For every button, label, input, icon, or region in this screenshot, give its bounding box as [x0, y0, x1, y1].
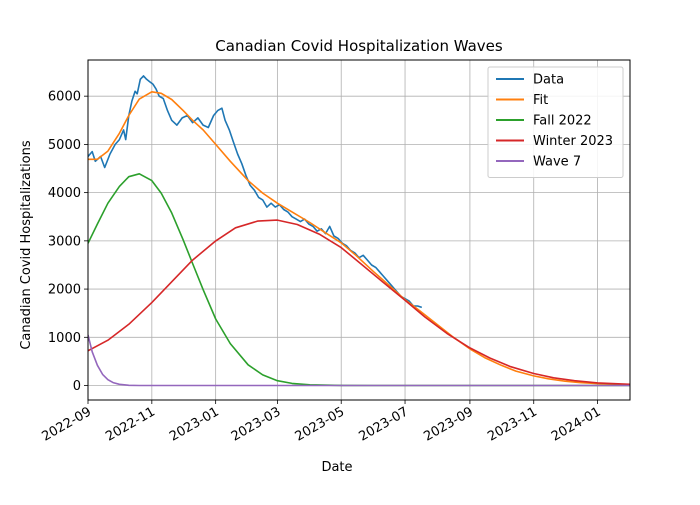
plot-lines [88, 75, 630, 387]
y-tick-label: 2000 [48, 283, 81, 298]
y-tick-label: 4000 [48, 186, 81, 201]
plot-frame [87, 59, 631, 401]
y-axis-label: Canadian Covid Hospitalizations [19, 140, 34, 350]
legend-label: Wave 7 [533, 155, 581, 170]
legend: Data Fit Fall 2022 Winter 2023 Wave 7 [487, 66, 624, 178]
series-line-fall-2022 [88, 173, 630, 387]
series-line-winter-2023 [88, 219, 630, 386]
series-line-data [88, 75, 423, 309]
y-tick-label: 5000 [48, 138, 81, 153]
y-tick-label: 1000 [48, 331, 81, 346]
y-tick-label: 6000 [48, 90, 81, 105]
chart-title: Canadian Covid Hospitalization Waves [215, 37, 503, 55]
legend-label: Fall 2022 [533, 114, 592, 129]
series-line-fit [88, 91, 630, 386]
y-axis: 0 1000 2000 3000 4000 5000 6000 [48, 90, 88, 394]
legend-label: Winter 2023 [533, 134, 613, 149]
legend-label: Data [533, 73, 564, 88]
legend-label: Fit [533, 93, 548, 108]
series-line-wave-7 [88, 334, 630, 387]
y-tick-label: 3000 [48, 234, 81, 249]
legend-box [487, 66, 624, 178]
y-tick-label: 0 [73, 379, 81, 394]
x-axis-label: Date [321, 460, 352, 475]
